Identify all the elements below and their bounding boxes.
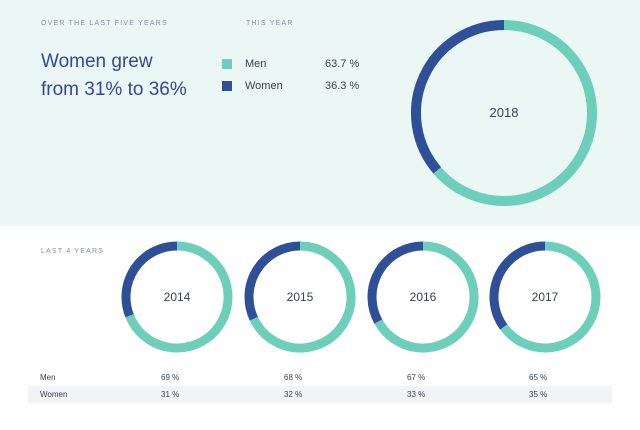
legend-value-men: 63.7 %: [325, 58, 360, 70]
men-2014-value: 69 %: [161, 373, 180, 382]
headline: Women grew from 31% to 36%: [41, 48, 241, 104]
donut-2016-women-segment: [367, 241, 424, 324]
donut-chart-2014: 2014: [121, 241, 233, 353]
donut-2014-women-segment: [121, 241, 178, 318]
table-row-women: Women 31 % 32 % 33 % 35 %: [28, 386, 612, 403]
donut-2017-women-segment: [489, 241, 546, 330]
row-label-men: Men: [40, 373, 56, 382]
donut-2017-men-segment: [500, 241, 601, 353]
women-2016-value: 33 %: [407, 390, 426, 399]
donut-2017-label: 2017: [532, 290, 559, 304]
men-2017-value: 65 %: [529, 373, 548, 382]
last-4-years-label: LAST 4 YEARS: [41, 248, 105, 255]
legend-item-men: Men 63.7 %: [222, 58, 362, 72]
men-2016-value: 67 %: [407, 373, 426, 382]
donut-2016-men-segment: [374, 241, 479, 353]
legend-label-men: Men: [245, 58, 267, 70]
women-2014-value: 31 %: [161, 390, 180, 399]
headline-line-2: from 31% to 36%: [41, 79, 187, 100]
donut-2014-men-segment: [125, 241, 233, 353]
table-row-men: Men 69 % 68 % 67 % 65 %: [28, 369, 612, 386]
donut-2018-women-segment: [411, 20, 505, 174]
donut-chart-2016: 2016: [367, 241, 479, 353]
legend-swatch-men: [222, 59, 232, 69]
donut-2018-men-segment: [433, 20, 597, 206]
donut-2015-women-segment: [244, 241, 301, 321]
row-label-women: Women: [40, 390, 68, 399]
legend-item-women: Women 36.3 %: [222, 80, 362, 94]
donut-2015-men-segment: [249, 241, 356, 353]
legend-value-women: 36.3 %: [325, 80, 360, 92]
women-2017-value: 35 %: [529, 390, 548, 399]
this-year-caption: THIS YEAR: [246, 20, 294, 27]
donut-2018-label: 2018: [490, 105, 519, 120]
legend-swatch-women: [222, 81, 232, 91]
men-2015-value: 68 %: [284, 373, 303, 382]
donut-2015-label: 2015: [287, 290, 314, 304]
women-2015-value: 32 %: [284, 390, 303, 399]
donut-chart-2015: 2015: [244, 241, 356, 353]
legend-label-women: Women: [245, 80, 283, 92]
five-years-caption: OVER THE LAST FIVE YEARS: [41, 20, 168, 27]
headline-line-1: Women grew: [41, 51, 153, 72]
donut-chart-2017: 2017: [489, 241, 601, 353]
donut-chart-2018: 2018: [411, 20, 597, 206]
donut-2016-label: 2016: [410, 290, 437, 304]
this-year-panel: [0, 0, 640, 226]
donut-2014-label: 2014: [164, 290, 191, 304]
